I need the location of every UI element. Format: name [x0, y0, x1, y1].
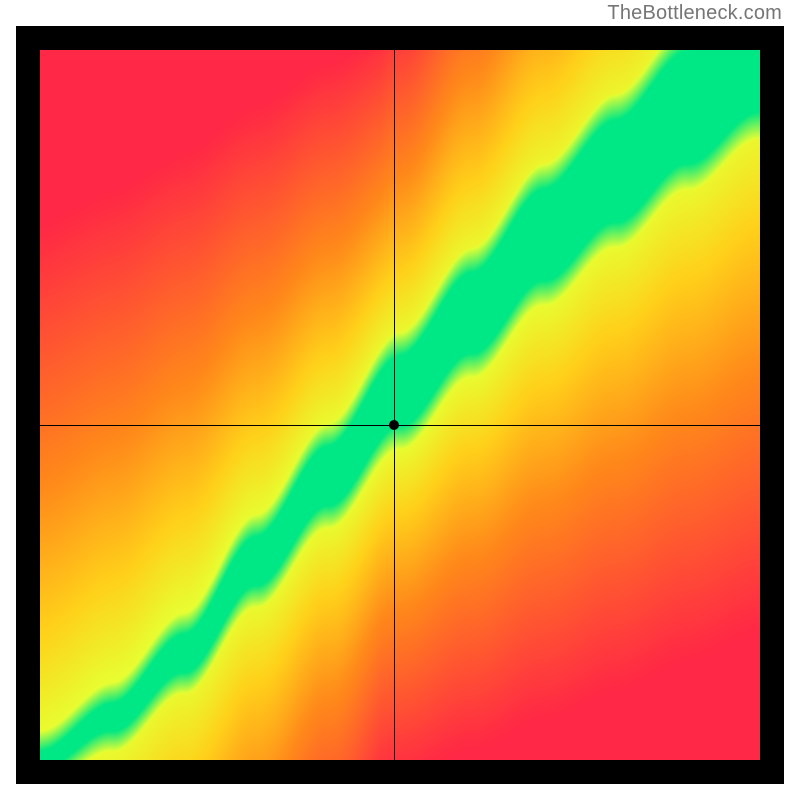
crosshair-vertical — [394, 50, 395, 760]
watermark-text: TheBottleneck.com — [607, 2, 782, 25]
chart-container: TheBottleneck.com — [0, 0, 800, 800]
crosshair-dot — [389, 420, 399, 430]
heatmap-canvas — [40, 50, 760, 760]
crosshair-horizontal — [40, 425, 760, 426]
heatmap-plot — [40, 50, 760, 760]
chart-frame — [16, 26, 784, 784]
